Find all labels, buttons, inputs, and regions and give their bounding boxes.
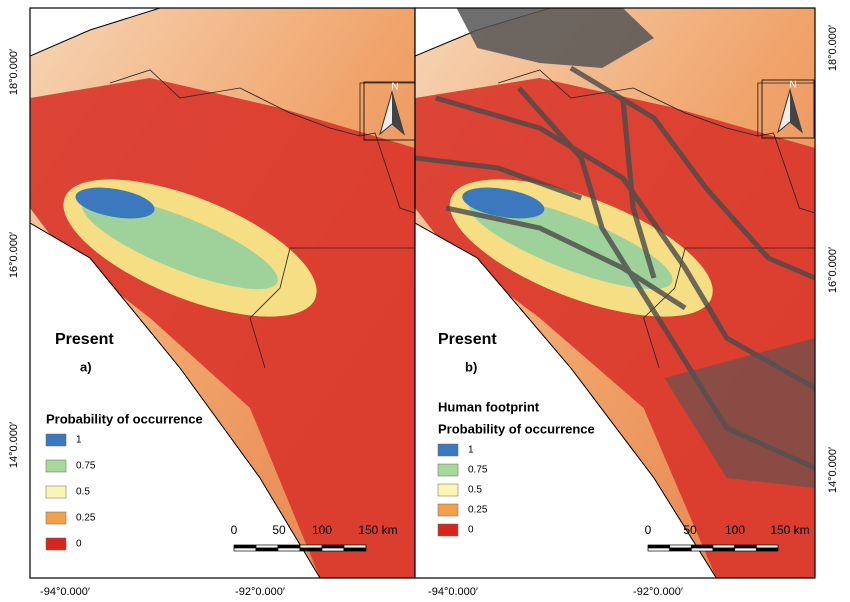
legend-label: 0.25 [76, 513, 96, 524]
legend-label: 0 [76, 539, 82, 550]
scale-bar [343, 544, 367, 549]
legend-label: 0.5 [76, 487, 90, 498]
scale-bar [233, 547, 257, 552]
scale-bar [255, 544, 279, 549]
legend-label: 0.75 [76, 461, 96, 472]
legend-swatch [45, 459, 67, 473]
panel-frame [414, 7, 816, 579]
scale-bar [233, 544, 257, 549]
period-label: Present [438, 331, 497, 348]
longitude-label: -94°0.000′ [428, 586, 478, 598]
legend-swatch [45, 485, 67, 499]
longitude-label: -92°0.000′ [235, 586, 285, 598]
latitude-label: 16°0.000′ [827, 247, 839, 293]
suitability-max [462, 187, 545, 219]
scale-label: 100 [725, 523, 745, 537]
suitability-max [75, 187, 155, 219]
scale-bar [755, 547, 779, 552]
scale-bar [321, 547, 345, 552]
scale-label: 0 [645, 523, 652, 537]
sea [415, 8, 551, 56]
scale-bar [755, 544, 779, 549]
latitude-label: 16°0.000′ [8, 232, 20, 278]
north-label: N [789, 80, 796, 91]
legend-label: 0.75 [468, 465, 488, 476]
latitude-label: 14°0.000′ [8, 422, 20, 468]
map-layers [415, 8, 816, 578]
north-arrow-shade [392, 92, 404, 134]
scale-label: 150 km [770, 523, 809, 537]
scale-bar [669, 547, 692, 552]
scale-bar [277, 547, 301, 552]
legend-swatch [437, 503, 459, 517]
border [497, 69, 816, 369]
human-footprint [664, 338, 815, 488]
legend-title: Probability of occurrence [46, 411, 203, 426]
sea [30, 8, 160, 56]
scale-bar [712, 544, 736, 549]
border [109, 69, 415, 369]
legend-swatch [437, 483, 459, 497]
scale-bar [343, 547, 367, 552]
coastline [30, 8, 321, 578]
scale-bar [734, 547, 757, 552]
map-panel [414, 7, 816, 579]
scale-bar [255, 547, 279, 552]
overlay-title: Human footprint [438, 399, 540, 414]
north-arrow-shade [790, 90, 802, 132]
longitude-label: -92°0.000′ [633, 586, 683, 598]
legend-swatch [45, 433, 67, 447]
human-footprint [456, 8, 654, 68]
scale-bar [299, 544, 323, 549]
scale-bar [712, 547, 736, 552]
legend-swatch [437, 443, 459, 457]
scale-bar [299, 547, 323, 552]
sea [30, 223, 320, 578]
period-label: Present [55, 331, 114, 348]
scale-bar [647, 547, 671, 552]
scale-bar [647, 544, 671, 549]
north-label: N [391, 82, 398, 93]
legend-title: Probability of occurrence [438, 421, 595, 436]
scale-label: 0 [231, 523, 238, 537]
suitability-high [82, 196, 278, 290]
legend-swatch [437, 463, 459, 477]
latitude-label: 18°0.000′ [8, 49, 20, 95]
scale-bar [690, 544, 714, 549]
legend-label: 1 [76, 435, 82, 446]
legend-swatch [437, 523, 459, 537]
scale-label: 100 [312, 523, 332, 537]
map-panel [29, 7, 416, 579]
scale-bar [734, 544, 757, 549]
scale-label: 150 km [358, 523, 397, 537]
panel-label: b) [465, 359, 477, 374]
scale-bar [321, 544, 345, 549]
latitude-label: 14°0.000′ [827, 447, 839, 493]
legend-label: 0.5 [468, 485, 482, 496]
scale-label: 50 [683, 523, 697, 537]
legend-swatch [45, 537, 67, 551]
sea [415, 223, 717, 578]
legend-swatch [45, 511, 67, 525]
longitude-label: -94°0.000′ [40, 586, 90, 598]
human-footprint [415, 65, 816, 471]
scale-bar [669, 544, 692, 549]
scale-bar [277, 544, 301, 549]
scale-label: 50 [272, 523, 286, 537]
map-layers [30, 8, 415, 578]
legend-label: 0.25 [468, 505, 488, 516]
latitude-label: 18°0.000′ [827, 25, 839, 71]
legend-label: 1 [468, 445, 474, 456]
scale-bar [690, 547, 714, 552]
legend-label: 0 [468, 525, 474, 536]
panel-label: a) [80, 359, 92, 374]
north-box [761, 79, 815, 139]
